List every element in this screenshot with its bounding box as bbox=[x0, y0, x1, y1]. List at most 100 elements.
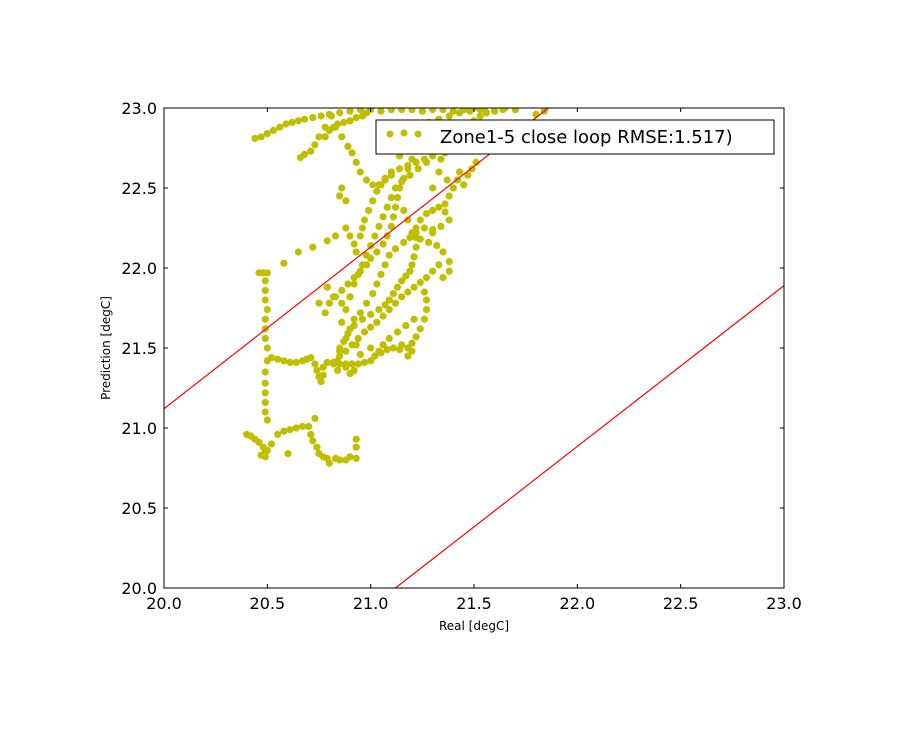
data-point bbox=[360, 328, 369, 336]
data-point bbox=[315, 133, 323, 141]
data-point bbox=[476, 112, 484, 120]
data-point bbox=[410, 253, 418, 261]
legend-marker bbox=[386, 130, 394, 138]
x-axis-label: Real [degC] bbox=[439, 619, 509, 633]
data-point bbox=[367, 357, 375, 365]
data-point bbox=[309, 437, 317, 445]
data-point bbox=[445, 192, 453, 200]
data-point bbox=[439, 108, 447, 114]
data-point bbox=[334, 366, 342, 374]
data-point bbox=[325, 459, 333, 467]
reference-line bbox=[395, 285, 784, 588]
x-tick-label: 20.5 bbox=[250, 594, 286, 613]
data-point bbox=[342, 306, 350, 314]
x-tick-label: 21.0 bbox=[353, 594, 389, 613]
data-point bbox=[435, 203, 443, 211]
data-point bbox=[292, 358, 300, 366]
data-point bbox=[385, 334, 393, 342]
data-point bbox=[261, 368, 269, 376]
y-tick-label: 22.0 bbox=[121, 259, 157, 278]
data-point bbox=[445, 112, 453, 120]
data-point bbox=[408, 261, 416, 269]
data-point bbox=[323, 237, 331, 245]
data-point bbox=[350, 280, 358, 288]
data-point bbox=[269, 126, 278, 134]
data-point bbox=[437, 222, 445, 230]
data-point bbox=[286, 426, 294, 434]
data-point bbox=[311, 141, 319, 149]
data-point bbox=[491, 108, 499, 115]
data-point bbox=[435, 261, 443, 269]
data-point bbox=[420, 224, 428, 232]
data-point bbox=[369, 181, 377, 189]
x-tick-label: 22.5 bbox=[663, 594, 699, 613]
data-point bbox=[433, 242, 441, 250]
data-point bbox=[261, 277, 269, 285]
data-point bbox=[422, 306, 431, 314]
data-point bbox=[422, 296, 431, 304]
data-point bbox=[311, 360, 319, 368]
data-point bbox=[263, 269, 271, 277]
data-point bbox=[393, 283, 402, 291]
data-point bbox=[455, 168, 464, 176]
data-point bbox=[387, 194, 395, 202]
data-point bbox=[282, 120, 290, 128]
data-point bbox=[323, 283, 331, 291]
data-point bbox=[360, 216, 369, 224]
data-point bbox=[284, 450, 292, 458]
data-point bbox=[439, 248, 447, 256]
legend-marker bbox=[400, 129, 408, 137]
data-point bbox=[420, 288, 428, 296]
data-point bbox=[336, 344, 344, 352]
data-point bbox=[406, 171, 414, 179]
data-point bbox=[352, 454, 360, 462]
data-point bbox=[280, 427, 288, 435]
data-point bbox=[439, 274, 447, 282]
data-point bbox=[263, 306, 271, 314]
data-point bbox=[416, 278, 424, 286]
data-point bbox=[499, 108, 507, 114]
data-point bbox=[336, 192, 344, 200]
data-point bbox=[311, 414, 319, 422]
data-point bbox=[408, 229, 416, 237]
data-point bbox=[354, 334, 362, 342]
data-point bbox=[298, 422, 307, 430]
data-point bbox=[393, 328, 402, 336]
data-point bbox=[261, 315, 269, 323]
data-point bbox=[331, 232, 340, 240]
data-point bbox=[346, 232, 354, 240]
data-point bbox=[313, 366, 321, 374]
data-point bbox=[338, 318, 346, 326]
data-point bbox=[329, 360, 338, 368]
data-point bbox=[362, 176, 371, 184]
data-point bbox=[267, 354, 276, 362]
data-point bbox=[393, 194, 402, 202]
data-point bbox=[402, 272, 410, 280]
data-point bbox=[420, 155, 428, 163]
data-point bbox=[379, 312, 387, 320]
data-point bbox=[342, 334, 350, 342]
data-point bbox=[371, 352, 379, 360]
data-point bbox=[342, 197, 350, 205]
data-point bbox=[274, 430, 282, 438]
data-point bbox=[532, 110, 540, 118]
data-point bbox=[402, 322, 410, 330]
data-point bbox=[292, 424, 300, 432]
data-point bbox=[338, 184, 346, 192]
data-point bbox=[321, 309, 329, 317]
data-point bbox=[410, 283, 418, 291]
plot-area bbox=[164, 108, 784, 588]
data-point bbox=[286, 358, 294, 366]
data-point bbox=[416, 235, 424, 243]
data-point bbox=[354, 270, 362, 278]
reference-lines bbox=[164, 108, 784, 588]
data-point bbox=[356, 168, 364, 176]
data-point bbox=[352, 114, 360, 122]
data-point bbox=[445, 258, 453, 266]
x-axis-ticks: 20.0 20.5 21.0 21.5 22.0 22.5 23.0 bbox=[146, 108, 802, 613]
data-point bbox=[354, 360, 362, 368]
data-point bbox=[267, 440, 276, 448]
data-point bbox=[404, 352, 412, 360]
x-tick-label: 22.0 bbox=[560, 594, 596, 613]
data-point bbox=[336, 456, 344, 464]
